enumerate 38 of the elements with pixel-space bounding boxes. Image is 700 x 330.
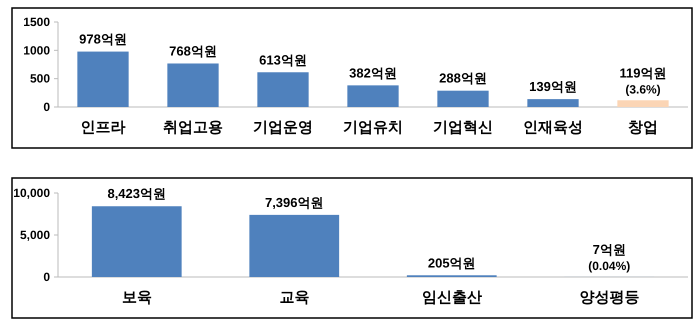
x-tick-label: 창업 [628, 119, 658, 136]
bar [347, 85, 399, 107]
data-label: 119억원 (3.6%) [620, 65, 666, 96]
bar [257, 72, 309, 107]
x-tick-label: 기업운영 [253, 119, 313, 136]
x-tick-label: 보육 [122, 289, 152, 306]
x-tick-label: 인프라 [80, 119, 126, 136]
data-label: 8,423억원 [107, 186, 166, 202]
x-tick-label: 기업유치 [343, 119, 403, 136]
y-tick-label: 0 [43, 270, 50, 284]
y-tick-label: 1500 [23, 15, 50, 29]
x-tick-label: 임신출산 [422, 289, 482, 306]
y-tick-label: 10,000 [13, 186, 50, 200]
bar [437, 90, 489, 107]
data-label: 205억원 [428, 255, 476, 270]
bar [249, 214, 340, 277]
x-tick-label: 기업혁신 [433, 119, 493, 136]
data-label: 288억원 [439, 70, 487, 86]
bar [92, 206, 182, 277]
bar [617, 100, 669, 107]
data-label: 139억원 [529, 79, 577, 94]
y-tick-label: 0 [43, 100, 50, 114]
y-tick-label: 500 [30, 72, 50, 86]
data-label: 7억원 (0.04%) [588, 242, 630, 273]
x-tick-label: 취업고용 [163, 119, 223, 136]
data-label: 7,396억원 [264, 194, 324, 210]
x-tick-label: 양성평등 [579, 289, 640, 306]
y-tick-label: 1000 [23, 43, 50, 58]
data-label: 613억원 [259, 52, 307, 68]
x-tick-label: 교육 [279, 289, 310, 306]
bar [527, 99, 579, 107]
data-label: 382억원 [349, 65, 397, 80]
y-tick-label: 5,000 [20, 228, 50, 242]
data-label: 768억원 [169, 43, 217, 58]
bar [167, 63, 219, 107]
bar [77, 52, 129, 107]
x-tick-label: 인재육성 [523, 119, 583, 136]
data-label: 978억원 [79, 32, 127, 47]
